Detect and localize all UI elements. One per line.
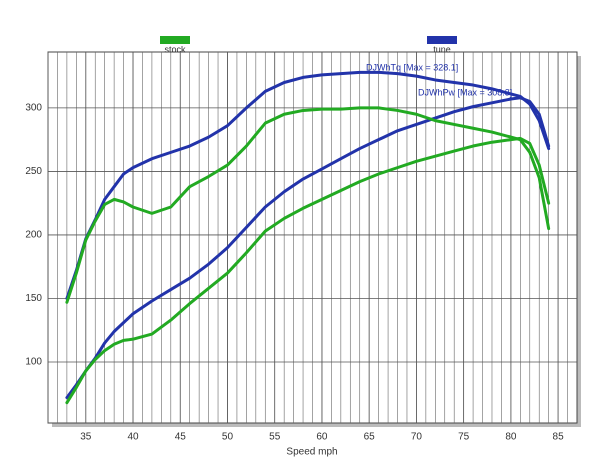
x-tick-label: 70 [411,432,423,443]
y-tick-label: 200 [25,230,42,241]
series-line [65,70,551,300]
x-tick-label: 55 [269,432,281,443]
x-axis-label: Speed mph [286,447,337,458]
y-tick-label: 100 [25,357,42,368]
x-tick-label: 85 [553,432,565,443]
legend-label: tune [433,44,451,54]
x-tick-label: 80 [505,432,517,443]
x-tick-label: 50 [222,432,234,443]
x-tick-label: 40 [127,432,139,443]
annotation: DJWhPw [Max = 308.3] [418,87,512,97]
x-tick-label: 75 [458,432,470,443]
y-tick-label: 150 [25,293,42,304]
x-tick-label: 45 [175,432,187,443]
series-line [65,136,551,405]
annotation: DJWhTq [Max = 328.1] [366,62,458,72]
y-tick-label: 300 [25,103,42,114]
legend-swatch [160,36,190,44]
y-tick-label: 250 [25,166,42,177]
legend-swatch [427,36,457,44]
x-tick-label: 35 [80,432,92,443]
x-tick-label: 65 [364,432,376,443]
x-tick-label: 60 [316,432,328,443]
series-line [65,96,551,400]
series-line [65,106,551,304]
legend-label: stock [164,44,186,54]
